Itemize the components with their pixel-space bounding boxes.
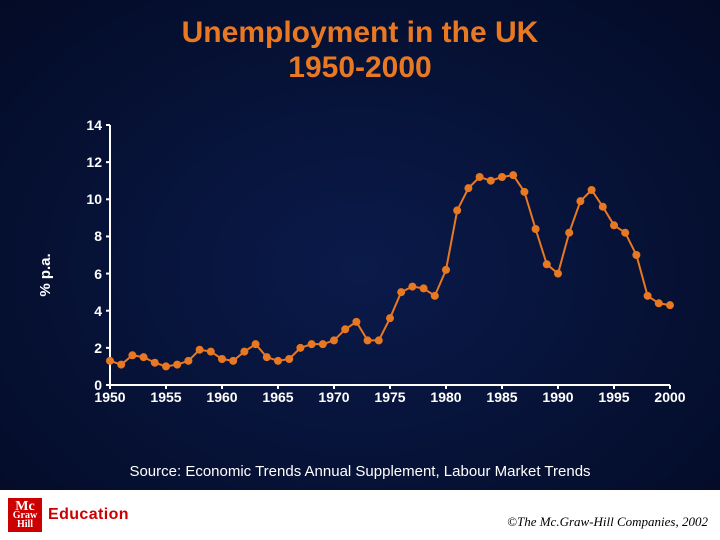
y-axis-label: % p.a. <box>37 253 54 296</box>
chart-area: % p.a. 02468101214 195019551960196519701… <box>60 125 680 425</box>
data-point <box>632 251 640 259</box>
data-point <box>610 221 618 229</box>
data-point <box>431 292 439 300</box>
x-tick-label: 1950 <box>94 389 125 405</box>
line-chart <box>110 125 670 385</box>
logo-box: Mc Graw Hill <box>8 498 42 532</box>
data-point <box>386 314 394 322</box>
data-point <box>296 344 304 352</box>
data-point <box>274 357 282 365</box>
y-tick-label: 8 <box>94 228 102 244</box>
y-tick-label: 6 <box>94 266 102 282</box>
x-tick-label: 1960 <box>206 389 237 405</box>
data-point <box>128 351 136 359</box>
data-point <box>173 361 181 369</box>
footer-bar: Mc Graw Hill Education ©The Mc.Graw-Hill… <box>0 490 720 540</box>
x-tick-label: 1985 <box>486 389 517 405</box>
data-point <box>453 206 461 214</box>
logo-text: Education <box>48 506 129 524</box>
title-line-1: Unemployment in the UK1950-2000 <box>182 16 539 84</box>
data-point <box>464 184 472 192</box>
data-point <box>140 353 148 361</box>
data-point <box>655 299 663 307</box>
data-point <box>532 225 540 233</box>
x-ticks: 1950195519601965197019751980198519901995… <box>110 389 670 411</box>
data-point <box>554 270 562 278</box>
data-point <box>319 340 327 348</box>
data-point <box>565 229 573 237</box>
data-point <box>420 284 428 292</box>
data-point <box>151 359 159 367</box>
data-point <box>184 357 192 365</box>
data-point <box>588 186 596 194</box>
data-point <box>644 292 652 300</box>
data-point <box>442 266 450 274</box>
y-tick-label: 2 <box>94 340 102 356</box>
data-point <box>330 336 338 344</box>
chart-title: Unemployment in the UK1950-2000 <box>0 16 720 85</box>
data-point <box>106 357 114 365</box>
y-tick-label: 14 <box>86 117 102 133</box>
logo-line3: Hill <box>17 521 33 530</box>
data-point <box>543 260 551 268</box>
data-point <box>218 355 226 363</box>
data-point <box>341 325 349 333</box>
source-text: Source: Economic Trends Annual Supplemen… <box>0 463 720 480</box>
copyright-text: ©The Mc.Graw-Hill Companies, 2002 <box>507 514 708 530</box>
x-tick-label: 1975 <box>374 389 405 405</box>
data-line <box>110 175 670 366</box>
y-tick-label: 4 <box>94 303 102 319</box>
y-tick-label: 12 <box>86 154 102 170</box>
data-point <box>117 361 125 369</box>
x-tick-label: 1980 <box>430 389 461 405</box>
data-point <box>509 171 517 179</box>
data-point <box>520 188 528 196</box>
data-point <box>364 336 372 344</box>
x-tick-label: 1990 <box>542 389 573 405</box>
x-tick-label: 2000 <box>654 389 685 405</box>
x-tick-label: 1955 <box>150 389 181 405</box>
data-point <box>599 203 607 211</box>
data-point <box>263 353 271 361</box>
data-point <box>308 340 316 348</box>
data-point <box>375 336 383 344</box>
data-point <box>285 355 293 363</box>
data-point <box>229 357 237 365</box>
data-point <box>621 229 629 237</box>
x-tick-label: 1965 <box>262 389 293 405</box>
data-point <box>207 348 215 356</box>
data-point <box>240 348 248 356</box>
data-point <box>666 301 674 309</box>
data-point <box>196 346 204 354</box>
data-point <box>487 177 495 185</box>
data-point <box>576 197 584 205</box>
data-point <box>352 318 360 326</box>
publisher-logo: Mc Graw Hill Education <box>8 496 129 534</box>
data-point <box>397 288 405 296</box>
data-point <box>498 173 506 181</box>
x-tick-label: 1995 <box>598 389 629 405</box>
x-tick-label: 1970 <box>318 389 349 405</box>
data-point <box>252 340 260 348</box>
slide-root: Unemployment in the UK1950-2000 % p.a. 0… <box>0 0 720 540</box>
data-point <box>476 173 484 181</box>
y-tick-label: 10 <box>86 191 102 207</box>
y-ticks: 02468101214 <box>60 125 108 385</box>
data-point <box>162 362 170 370</box>
data-point <box>408 283 416 291</box>
